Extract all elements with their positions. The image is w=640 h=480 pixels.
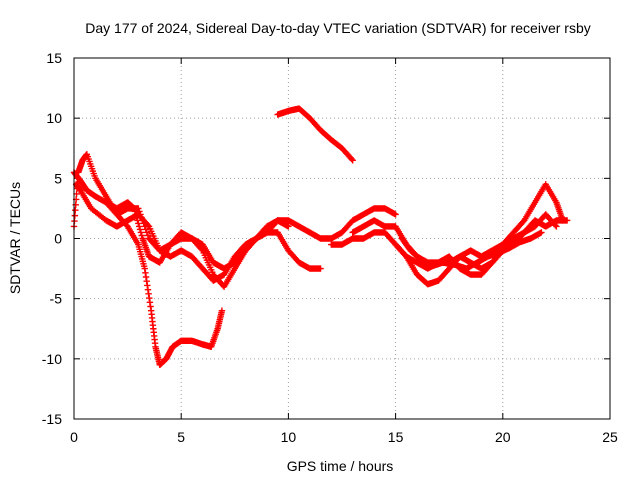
data-point	[563, 217, 571, 224]
x-axis-label: GPS time / hours	[287, 458, 394, 474]
data-point	[144, 222, 152, 229]
series-arc-4	[102, 199, 226, 369]
data-point	[135, 223, 143, 230]
data-point	[198, 246, 205, 253]
x-tick-label: 15	[388, 429, 404, 445]
data-point	[218, 307, 226, 314]
series-arc-6	[328, 181, 567, 288]
data-point	[143, 229, 151, 236]
data-points	[70, 105, 571, 369]
data-point	[74, 179, 81, 187]
data-point	[348, 155, 355, 163]
series-arc-9	[398, 229, 545, 272]
x-tick-labels: 0 5 10 15 20 25	[70, 429, 618, 445]
y-tick-label: -5	[50, 291, 63, 307]
data-point	[141, 223, 148, 230]
x-tick-label: 25	[602, 429, 618, 445]
data-point	[349, 157, 356, 164]
chart-title: Day 177 of 2024, Sidereal Day-to-day VTE…	[85, 20, 591, 36]
y-tick-label: 5	[54, 170, 62, 186]
x-tick-label: 0	[70, 429, 78, 445]
y-axis-label: SDTVAR / TECUs	[7, 182, 23, 294]
grid-lines	[74, 58, 610, 419]
y-tick-label: 15	[46, 50, 62, 66]
y-tick-label: -15	[42, 411, 62, 427]
y-tick-label: 0	[54, 231, 62, 247]
data-point	[71, 212, 79, 219]
y-tick-label: -10	[42, 351, 62, 367]
data-point	[553, 223, 560, 230]
series-arc-5	[274, 105, 356, 164]
data-point	[552, 222, 559, 229]
data-point	[138, 232, 145, 239]
data-point	[138, 214, 145, 221]
y-tick-label: 10	[46, 110, 62, 126]
data-point	[72, 207, 79, 214]
data-point	[144, 232, 152, 239]
data-point	[538, 229, 545, 236]
data-point	[392, 211, 399, 218]
data-point	[137, 211, 144, 218]
data-point	[139, 217, 146, 224]
data-point	[137, 229, 145, 236]
data-point	[317, 265, 324, 272]
series-arc-3	[70, 151, 399, 290]
plot-frame	[73, 57, 611, 420]
data-point	[136, 208, 143, 215]
data-point	[140, 220, 147, 227]
y-tick-labels: -15 -10 -5 0 5 10 15	[42, 50, 62, 427]
x-tick-label: 5	[177, 429, 185, 445]
x-tick-label: 20	[495, 429, 511, 445]
series-arc-1	[72, 181, 324, 284]
x-tick-label: 10	[281, 429, 297, 445]
data-point	[136, 226, 144, 233]
data-point	[135, 205, 142, 212]
data-point	[135, 220, 142, 227]
data-point	[73, 185, 81, 192]
data-point	[142, 226, 150, 233]
data-point	[74, 174, 82, 181]
data-point	[285, 223, 292, 230]
